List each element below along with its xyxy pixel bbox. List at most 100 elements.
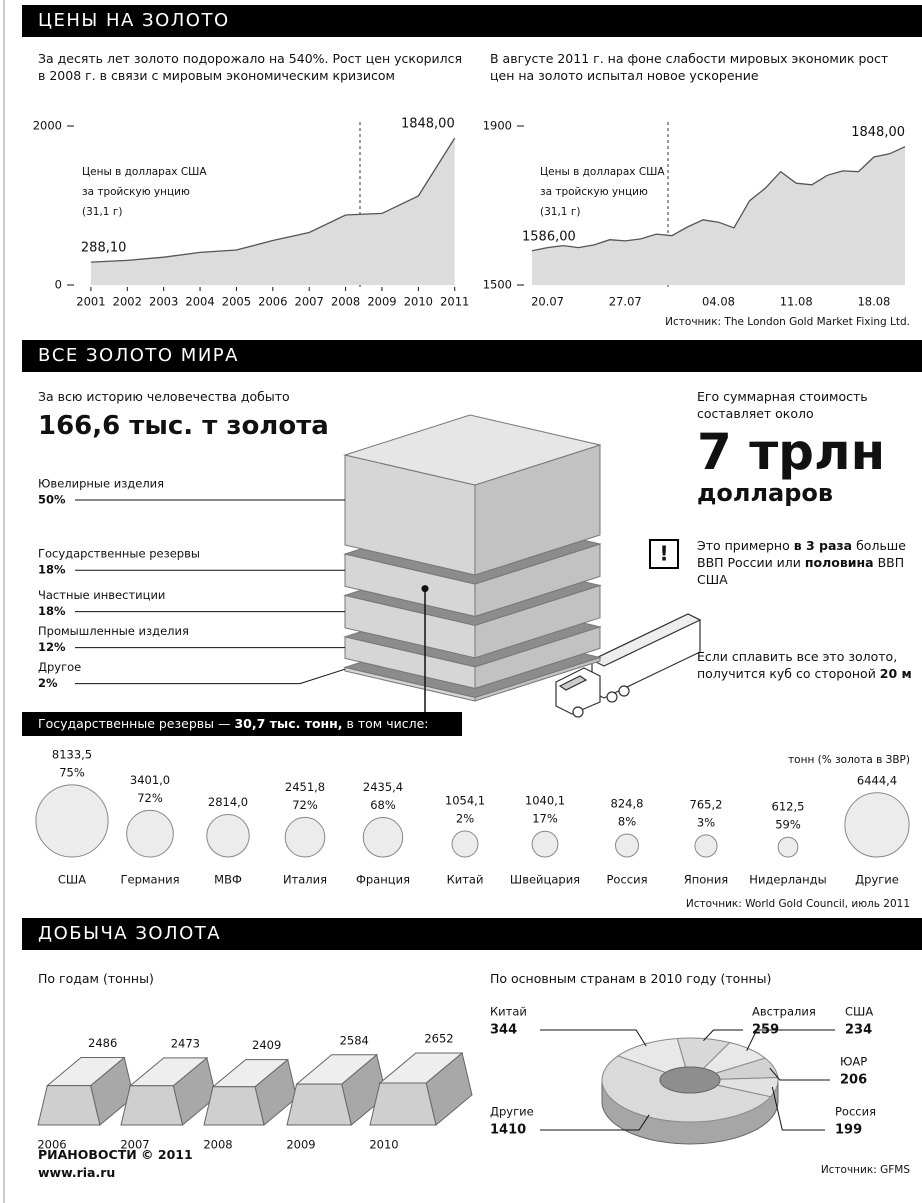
note-line: Цены в долларах США [540, 162, 665, 182]
category-label: Италия [283, 873, 327, 887]
value-annotation: 1586,00 [522, 229, 576, 244]
truck-wheel [573, 707, 583, 717]
category-label: Китай [490, 1005, 527, 1019]
category-label: Япония [684, 873, 728, 887]
category-label: Россия [835, 1105, 876, 1119]
note-line: Цены в долларах США [82, 162, 207, 182]
category-label: Россия [606, 873, 647, 887]
note-line: за тройскую унцию [82, 182, 207, 202]
section-header: ДОБЫЧА ЗОЛОТА [22, 918, 922, 950]
x-tick-label: 2008 [331, 295, 360, 309]
value-label: 824,8 [611, 797, 644, 811]
brand: РИАНОВОСТИ © 2011 [38, 1146, 193, 1163]
bubble [363, 818, 402, 857]
bubble [207, 815, 249, 857]
ingot-front [204, 1087, 264, 1125]
value-annotation: 1848,00 [851, 125, 905, 140]
segment-label: Ювелирные изделия [38, 477, 164, 491]
value-label: 612,5 [772, 800, 805, 814]
chart-subtitle: По годам (тонны) [38, 970, 154, 987]
segment-value-label: 18% [38, 604, 66, 618]
note-line: (31,1 г) [82, 202, 207, 222]
segment-value-label: 2% [38, 676, 58, 690]
category-label: Другие [490, 1105, 534, 1119]
bubble [285, 817, 325, 857]
x-tick-label: 2001 [76, 295, 105, 309]
share-label: 8% [618, 815, 636, 829]
infographic: ! 02000200120022003200420052006200720082… [0, 0, 922, 1203]
note-line: (31,1 г) [540, 202, 665, 222]
category-label: США [58, 873, 86, 887]
ingot-front [38, 1086, 100, 1125]
segment-label: Частные инвестиции [38, 588, 165, 602]
category-label: Германия [120, 873, 179, 887]
chart-subtitle: За всю историю человечества добыто [38, 388, 290, 405]
ingot-front [287, 1084, 351, 1125]
value-label: 2409 [252, 1038, 281, 1052]
chart-subtitle: По основным странам в 2010 году (тонны) [490, 970, 771, 987]
comparison: Это примерно в 3 раза больше ВВП России … [697, 537, 912, 588]
x-tick-label: 2010 [404, 295, 433, 309]
y-tick-label: 0 [55, 278, 62, 292]
x-tick-label: 2011 [440, 295, 469, 309]
value-label: 344 [490, 1023, 517, 1038]
value-label: 2486 [88, 1036, 117, 1050]
text-bold: половина [805, 555, 874, 570]
share-label: 59% [775, 818, 801, 832]
truck-wheel [607, 692, 617, 702]
ingot-front [370, 1083, 436, 1125]
category-label: Швейцария [510, 873, 580, 887]
x-tick-label: 18.08 [857, 295, 890, 309]
unit-label: тонн (% золота в ЗВР) [788, 754, 910, 766]
share-label: 72% [137, 791, 163, 805]
bubble [36, 785, 108, 857]
bubble [845, 793, 909, 857]
bubble [532, 831, 558, 857]
value-label: 1040,1 [525, 794, 565, 808]
source: Источник: World Gold Council, июль 2011 [686, 898, 910, 910]
segment-value-label: 50% [38, 493, 66, 507]
value-unit: долларов [697, 478, 833, 508]
category-label: 2009 [286, 1138, 315, 1152]
x-tick-label: 2002 [113, 295, 142, 309]
value-label: 234 [845, 1023, 872, 1038]
value-label: 8133,5 [52, 747, 92, 761]
x-tick-label: 2007 [295, 295, 324, 309]
chart-subtitle: В августе 2011 г. на фоне слабости миров… [490, 50, 910, 84]
melt-note: Если сплавить все это золото, получится … [697, 648, 917, 682]
x-tick-label: 11.08 [780, 295, 813, 309]
share-label: 3% [697, 815, 715, 829]
text-bold: в 3 раза [794, 538, 852, 553]
x-tick-label: 2005 [222, 295, 251, 309]
category-label: Другие [855, 873, 899, 887]
bubble [616, 834, 639, 857]
value-label: 206 [840, 1073, 867, 1088]
value-label: 2451,8 [285, 780, 325, 794]
value-annotation: 1848,00 [401, 117, 455, 132]
source: Источник: The London Gold Market Fixing … [665, 316, 910, 328]
share-label: 72% [292, 798, 318, 812]
y-tick-label: 2000 [33, 119, 62, 133]
category-label: 2008 [203, 1138, 232, 1152]
text-bold: 20 м [880, 666, 912, 681]
category-label: ЮАР [840, 1055, 867, 1069]
alert-icon: ! [659, 542, 668, 566]
category-label: 2010 [369, 1138, 398, 1152]
reserves-bar: Государственные резервы — 30,7 тыс. тонн… [22, 712, 462, 736]
leader-line [770, 1068, 830, 1080]
text-bold: 30,7 тыс. тонн, [234, 716, 342, 731]
category-label: Австралия [752, 1005, 816, 1019]
source: Источник: GFMS [821, 1164, 910, 1176]
category-label: Китай [447, 873, 484, 887]
value-label: 2814,0 [208, 795, 248, 809]
segment-value-label: 12% [38, 640, 66, 654]
bubble [452, 831, 478, 857]
share-label: 68% [370, 798, 396, 812]
value-label: 3401,0 [130, 773, 170, 787]
donut-hole [660, 1067, 720, 1093]
segment-label: Другое [38, 660, 81, 674]
value-label: 1054,1 [445, 794, 485, 808]
ingot-front [121, 1086, 183, 1125]
category-label: МВФ [214, 873, 242, 887]
reserves-dot [422, 585, 429, 592]
